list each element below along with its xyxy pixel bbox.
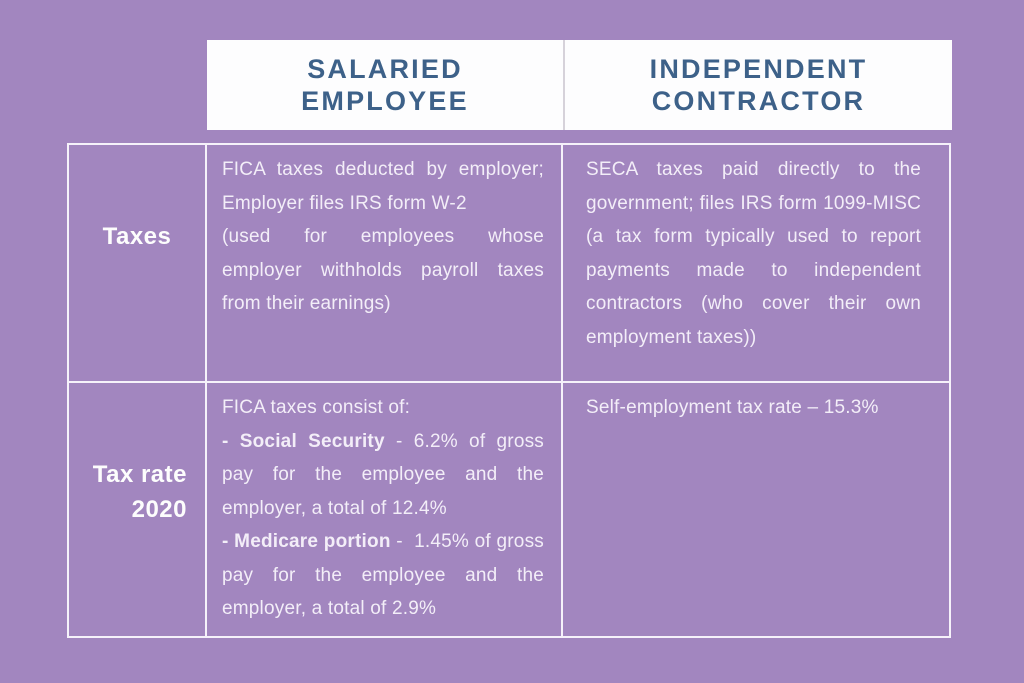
taxes-salaried-paragraph-2: (used for employees whose employer withh… <box>222 226 544 314</box>
header-box-independent-contractor: INDEPENDENT CONTRACTOR <box>564 40 952 130</box>
header-salaried-employee-label: SALARIED EMPLOYEE <box>301 54 469 116</box>
tax-rate-salaried-cell: FICA taxes consist of: - Social Security… <box>207 383 563 636</box>
self-employment-tax-rate-paragraph: Self-employment tax rate – 15.3% <box>586 397 879 418</box>
taxes-salaried-paragraph-1: FICA taxes deducted by employer; Employe… <box>222 159 544 214</box>
medicare-portion-term: - Medicare portion <box>222 531 391 552</box>
medicare-portion-detail: - 1.45% of gross pay for the employee an… <box>222 531 544 619</box>
header-box-salaried-employee: SALARIED EMPLOYEE <box>207 40 564 130</box>
taxes-salaried-cell: FICA taxes deducted by employer; Employe… <box>207 145 563 383</box>
tax-rate-social-security-paragraph: - Social Security - 6.2% of gross pay fo… <box>222 425 544 526</box>
tax-rate-salaried-intro: FICA taxes consist of: <box>222 397 411 418</box>
row-label-taxes: Taxes <box>69 145 207 383</box>
header-independent-contractor-label: INDEPENDENT CONTRACTOR <box>649 54 868 116</box>
social-security-term: - Social Security <box>222 430 385 452</box>
tax-rate-medicare-paragraph: - Medicare portion - 1.45% of gross pay … <box>222 525 544 626</box>
taxes-contractor-paragraph: SECA taxes paid directly to the governme… <box>586 159 921 348</box>
social-security-detail: - 6.2% of gross pay for the employee and… <box>222 430 544 519</box>
comparison-table: Taxes FICA taxes deducted by employer; E… <box>67 143 951 638</box>
taxes-contractor-cell: SECA taxes paid directly to the governme… <box>563 145 949 383</box>
tax-rate-contractor-cell: Self-employment tax rate – 15.3% <box>563 383 949 636</box>
row-label-tax-rate-2020: Tax rate 2020 <box>69 383 207 636</box>
